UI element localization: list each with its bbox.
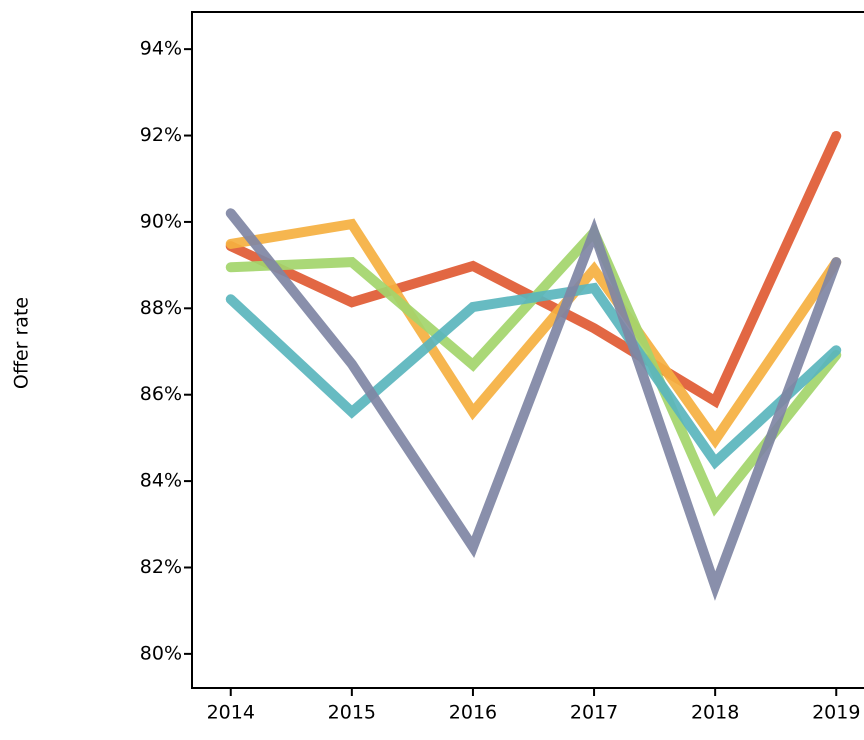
y-tick-label: 86% [140,383,182,405]
axis-frame [191,11,864,689]
x-tick-label: 2019 [812,702,860,724]
x-tick-label: 2016 [449,702,497,724]
y-tick-label: 88% [140,297,182,319]
y-tick-label: 92% [140,124,182,146]
y-tick-label: 90% [140,210,182,232]
series-line [225,208,842,601]
y-axis-label: Offer rate [11,297,33,389]
series-line [225,282,842,470]
x-tick-label: 2018 [691,702,739,724]
y-tick-label: 94% [140,38,182,60]
series-line [225,130,842,409]
series-line [225,218,842,449]
y-tick-label: 84% [140,470,182,492]
x-tick-label: 2014 [207,702,255,724]
series-line [225,223,842,517]
x-tick-label: 2015 [328,702,376,724]
y-tick-label: 82% [140,556,182,578]
y-tick-label: 80% [140,642,182,664]
x-tick-label: 2017 [570,702,618,724]
